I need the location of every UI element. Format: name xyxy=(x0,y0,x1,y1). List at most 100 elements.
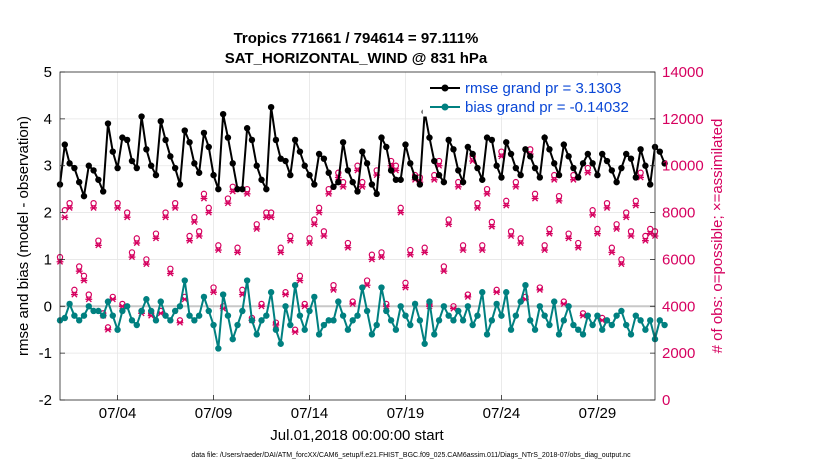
bias-point xyxy=(407,321,414,329)
obs-assimilated-marker xyxy=(224,200,232,207)
rmse-point xyxy=(66,160,73,167)
rmse-point xyxy=(627,155,635,162)
obs-possible-marker xyxy=(71,286,78,294)
obs-assimilated-marker xyxy=(162,214,169,221)
bias-point xyxy=(143,296,150,303)
rmse-point xyxy=(306,171,313,179)
rmse-point xyxy=(229,160,236,167)
bias-point xyxy=(599,326,606,333)
bias-point xyxy=(594,312,601,319)
obs-assimilated-marker xyxy=(406,251,414,258)
obs-possible-marker xyxy=(594,225,601,233)
obs-assimilated-marker xyxy=(502,202,510,209)
rmse-point xyxy=(503,139,510,146)
obs-possible-marker xyxy=(503,197,510,205)
legend-box xyxy=(422,75,652,117)
obs-assimilated-marker xyxy=(459,246,467,254)
obs-assimilated-marker xyxy=(243,190,251,197)
bias-point xyxy=(584,312,592,319)
obs-assimilated-marker xyxy=(507,232,515,240)
obs-possible-marker xyxy=(613,221,620,228)
bias-point xyxy=(277,340,284,347)
bias-point xyxy=(416,317,424,324)
bias-point xyxy=(320,321,328,329)
rmse-point xyxy=(608,167,616,174)
obs-possible-marker xyxy=(80,272,88,280)
rmse-point xyxy=(234,185,241,193)
obs-assimilated-marker xyxy=(440,268,448,275)
rmse-point xyxy=(488,136,496,144)
x-axis-label: Jul.01,2018 00:00:00 start xyxy=(270,427,444,444)
obs-assimilated-marker xyxy=(282,291,289,298)
obs-possible-marker xyxy=(123,209,131,216)
obs-assimilated-marker xyxy=(258,303,265,310)
obs-possible-marker xyxy=(325,185,332,193)
legend: rmse grand pr = 3.1303 bias grand pr = -… xyxy=(422,75,652,117)
bias-point xyxy=(119,307,126,315)
rmse-point xyxy=(90,167,97,174)
rmse-point xyxy=(416,181,424,188)
obs-possible-marker xyxy=(171,199,179,207)
obs-assimilated-marker xyxy=(622,214,630,221)
obs-possible-marker xyxy=(315,204,323,212)
bias-point xyxy=(378,284,385,291)
obs-assimilated-marker xyxy=(608,249,616,256)
obs-assimilated-marker xyxy=(642,237,649,244)
rmse-point xyxy=(613,178,620,186)
plot-frame xyxy=(59,71,656,401)
obs-possible-marker xyxy=(296,272,304,280)
rmse-point xyxy=(551,160,558,167)
bias-point xyxy=(608,321,616,329)
obs-possible-marker xyxy=(253,221,260,228)
obs-possible-marker xyxy=(306,235,313,242)
bias-point xyxy=(128,317,136,324)
y-left-tick-label: 0 xyxy=(44,298,52,315)
bias-point xyxy=(613,312,620,319)
bias-point xyxy=(541,312,548,319)
bias-point xyxy=(219,291,227,298)
x-tick-label: 07/24 xyxy=(483,405,521,422)
bias-point xyxy=(258,317,265,324)
obs-assimilated-marker xyxy=(536,286,544,293)
rmse-point xyxy=(114,164,121,172)
rmse-point xyxy=(632,174,640,181)
rmse-point xyxy=(498,174,505,181)
bias-point xyxy=(239,307,246,315)
y-left-tick-label: -2 xyxy=(39,392,52,409)
obs-possible-marker xyxy=(75,263,83,270)
bias-point xyxy=(469,321,476,329)
obs-assimilated-marker xyxy=(90,204,97,211)
rmse-point xyxy=(426,134,433,141)
obs-assimilated-marker xyxy=(210,289,217,296)
bias-point xyxy=(200,293,208,301)
y-left-tick-label: -1 xyxy=(39,345,52,362)
bias-point xyxy=(661,321,668,329)
obs-assimilated-marker xyxy=(171,204,179,211)
rmse-point xyxy=(378,134,385,141)
bias-point xyxy=(503,289,510,296)
bias-point xyxy=(66,300,73,308)
chart-title: Tropics 771661 / 794614 = 97.111% xyxy=(234,30,479,47)
obs-possible-marker xyxy=(210,284,217,291)
rmse-point xyxy=(152,171,160,179)
rmse-point xyxy=(253,162,260,169)
obs-possible-marker xyxy=(191,214,198,221)
bias-point xyxy=(623,321,630,329)
obs-assimilated-marker xyxy=(200,195,208,202)
bias-point xyxy=(291,282,299,289)
obs-assimilated-marker xyxy=(253,225,261,233)
obs-assimilated-marker xyxy=(152,235,160,242)
obs-assimilated-marker xyxy=(70,291,78,298)
rmse-point xyxy=(239,185,246,193)
rmse-point xyxy=(359,148,366,155)
bias-point xyxy=(488,317,496,324)
obs-assimilated-marker xyxy=(368,256,376,263)
rmse-point xyxy=(277,155,284,162)
obs-possible-marker xyxy=(459,242,467,249)
bias-point xyxy=(575,326,582,333)
rmse-point xyxy=(287,171,294,179)
rmse-point xyxy=(171,164,179,172)
obs-assimilated-marker xyxy=(627,232,635,240)
x-tick-label: 07/09 xyxy=(195,405,233,422)
obs-possible-marker xyxy=(589,207,596,214)
